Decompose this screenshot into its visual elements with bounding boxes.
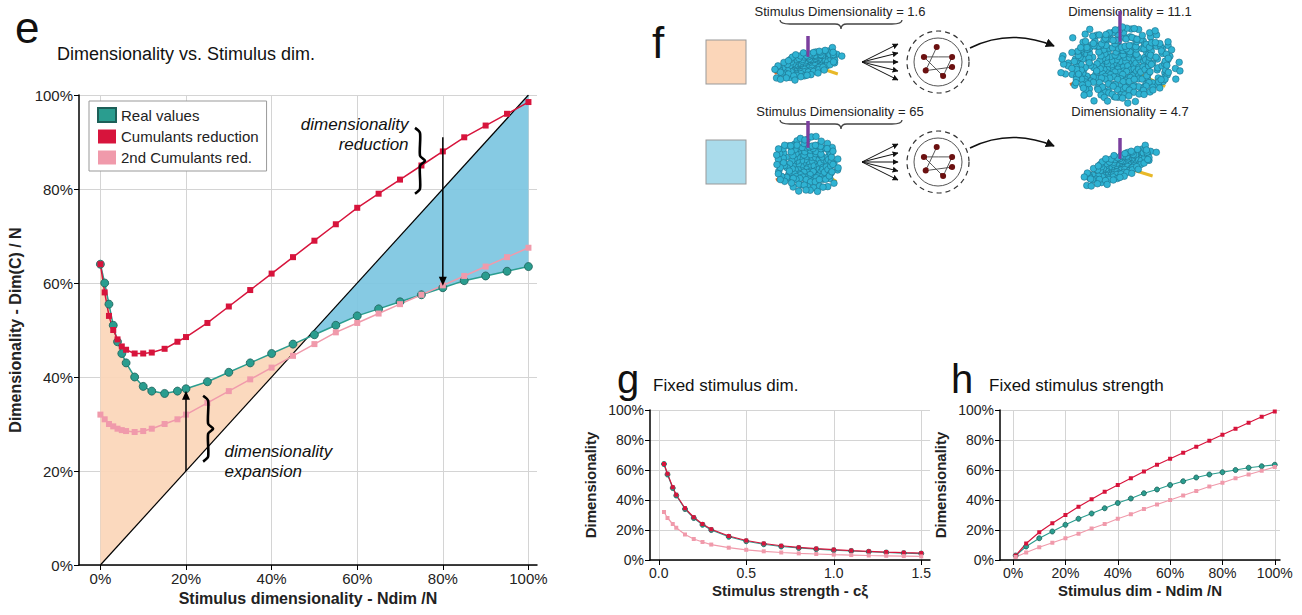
svg-text:Stimulus Dimensionality = 65: Stimulus Dimensionality = 65 (756, 104, 923, 119)
svg-text:0%: 0% (51, 557, 73, 574)
svg-text:80%: 80% (43, 181, 73, 198)
svg-text:40%: 40% (616, 492, 644, 508)
svg-text:0.0: 0.0 (649, 565, 669, 581)
svg-text:Fixed stimulus strength: Fixed stimulus strength (989, 376, 1164, 395)
svg-text:Fixed stimulus dim.: Fixed stimulus dim. (653, 376, 798, 395)
svg-text:20%: 20% (43, 463, 73, 480)
svg-text:Stimulus dimensionality - Ndim: Stimulus dimensionality - Ndim /N (179, 590, 438, 607)
svg-text:100%: 100% (509, 570, 547, 587)
svg-text:40%: 40% (257, 570, 287, 587)
svg-text:dimensionality: dimensionality (301, 115, 410, 134)
svg-text:Real values: Real values (121, 107, 199, 124)
svg-text:20%: 20% (1051, 565, 1079, 581)
svg-text:reduction: reduction (339, 135, 409, 154)
svg-text:60%: 60% (966, 462, 994, 478)
svg-text:20%: 20% (171, 570, 201, 587)
svg-text:80%: 80% (616, 432, 644, 448)
svg-text:2nd Cumulants red.: 2nd Cumulants red. (121, 149, 252, 166)
svg-text:60%: 60% (616, 462, 644, 478)
svg-text:Stimulus Dimensionality = 1.6: Stimulus Dimensionality = 1.6 (755, 4, 926, 19)
svg-text:40%: 40% (1104, 565, 1132, 581)
svg-text:Dimensionality: Dimensionality (582, 431, 599, 538)
svg-text:80%: 80% (966, 432, 994, 448)
svg-text:f: f (652, 18, 665, 67)
svg-text:Dimensionality vs. Stimulus di: Dimensionality vs. Stimulus dim. (57, 44, 315, 64)
svg-text:0%: 0% (974, 552, 994, 568)
svg-text:dimensionality: dimensionality (225, 442, 334, 461)
svg-text:100%: 100% (1257, 565, 1293, 581)
svg-text:100%: 100% (958, 402, 994, 418)
svg-text:1.0: 1.0 (824, 565, 844, 581)
svg-text:Stimulus dim - Ndim /N: Stimulus dim - Ndim /N (1058, 582, 1222, 599)
svg-text:0.5: 0.5 (737, 565, 757, 581)
svg-text:Stimulus strength - cξ: Stimulus strength - cξ (712, 582, 868, 599)
svg-text:40%: 40% (966, 492, 994, 508)
svg-text:0%: 0% (624, 552, 644, 568)
svg-text:60%: 60% (43, 275, 73, 292)
svg-text:g: g (617, 357, 639, 401)
svg-text:100%: 100% (608, 402, 644, 418)
svg-text:40%: 40% (43, 369, 73, 386)
svg-text:h: h (951, 357, 973, 401)
svg-text:0%: 0% (1003, 565, 1023, 581)
svg-text:100%: 100% (35, 87, 73, 104)
svg-text:Dimensionality = 11.1: Dimensionality = 11.1 (1068, 4, 1192, 19)
svg-text:Dimensionality - Dim(C) / N: Dimensionality - Dim(C) / N (7, 227, 24, 432)
svg-text:60%: 60% (342, 570, 372, 587)
svg-text:80%: 80% (1208, 565, 1236, 581)
svg-text:Dimensionality = 4.7: Dimensionality = 4.7 (1071, 104, 1188, 119)
svg-text:0%: 0% (90, 570, 112, 587)
svg-text:Cumulants reduction: Cumulants reduction (121, 128, 259, 145)
svg-text:20%: 20% (966, 522, 994, 538)
svg-text:80%: 80% (428, 570, 458, 587)
svg-text:20%: 20% (616, 522, 644, 538)
svg-text:expansion: expansion (225, 462, 303, 481)
svg-text:Dimensionality: Dimensionality (932, 431, 949, 538)
svg-text:1.5: 1.5 (912, 565, 932, 581)
svg-text:e: e (15, 3, 39, 52)
svg-text:60%: 60% (1156, 565, 1184, 581)
